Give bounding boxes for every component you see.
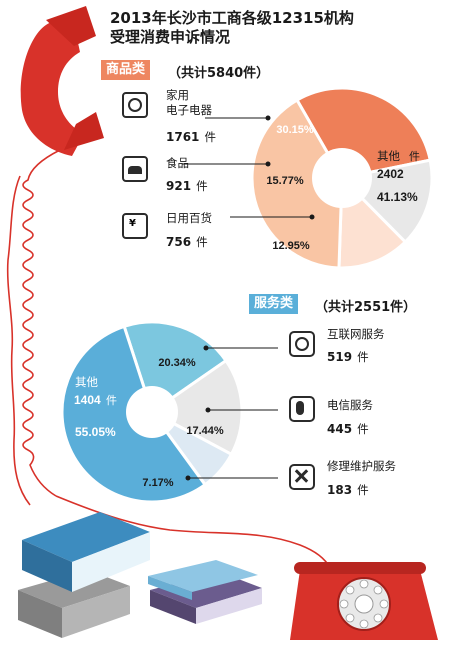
goods-unit-other: 件 [409,150,420,163]
services-unit-internet: 件 [357,350,369,364]
title-line-2: 受理消费申诉情况 [110,28,231,46]
appliance-icon [122,92,148,118]
goods-tag: 商品类 [101,60,151,80]
telephone-handset-icon [20,6,104,156]
services-count-repair-row: 183 件 [327,479,369,498]
goods-count-food-row: 921 件 [166,175,208,194]
services-pct-other: 55.05% [75,425,116,439]
services-label-repair: 修理维护服务 [327,459,396,473]
services-slice-1 [149,358,244,457]
goods-pct-food: 15.77% [266,175,304,187]
services-count-internet-row: 519 件 [327,346,369,365]
services-label-other: 其他 [75,375,98,389]
goods-count-electronics-row: 1761 件 [166,126,216,145]
telecom-headset-icon [289,396,315,422]
goods-unit-electronics: 件 [204,130,217,144]
goods-pie-hole [312,148,372,208]
services-pie-hole [126,386,178,438]
services-pct-internet: 20.34% [158,357,196,369]
books-icon [18,512,262,638]
goods-count-daily-row: 756 件 [166,231,208,250]
services-unit-telecom: 件 [357,422,369,436]
title-line-1: 2013年长沙市工商各级12315机构 [110,9,354,27]
services-count-repair: 183 [327,483,353,497]
repair-tools-icon [289,464,315,490]
goods-count-electronics: 1761 [166,130,200,144]
goods-label-other: 其他 [377,149,400,163]
services-count-telecom: 445 [327,422,353,436]
daily-goods-icon: ¥ [122,213,148,239]
services-total: （共计2551件） [315,300,417,315]
food-icon [122,156,148,182]
goods-pct-electronics: 30.15% [276,124,314,136]
goods-count-other: 2402 [377,167,404,181]
internet-globe-icon [289,331,315,357]
services-unit-other: 件 [106,394,117,407]
services-count-other: 1404 [74,393,101,407]
goods-count-food: 921 [166,179,192,193]
services-label-internet: 互联网服务 [327,327,385,341]
services-pct-telecom: 17.44% [186,425,224,437]
goods-label-food: 食品 [166,156,189,170]
rotary-phone-icon [290,562,438,640]
goods-unit-food: 件 [196,179,208,193]
goods-unit-daily: 件 [196,235,208,249]
goods-pct-daily: 12.95% [272,240,310,252]
services-unit-repair: 件 [357,483,369,497]
services-count-internet: 519 [327,350,353,364]
goods-slice-3 [250,98,344,270]
goods-total: （共计5840件） [168,66,270,81]
goods-count-daily: 756 [166,235,192,249]
services-count-telecom-row: 445 件 [327,418,369,437]
goods-label-daily: 日用百货 [166,211,212,225]
services-label-telecom: 电信服务 [327,398,373,412]
services-pct-repair: 7.17% [142,477,173,489]
goods-label-electronics: 家用 电子电器 [166,88,212,117]
services-tag: 服务类 [249,294,299,314]
goods-pct-other: 41.13% [377,190,418,204]
